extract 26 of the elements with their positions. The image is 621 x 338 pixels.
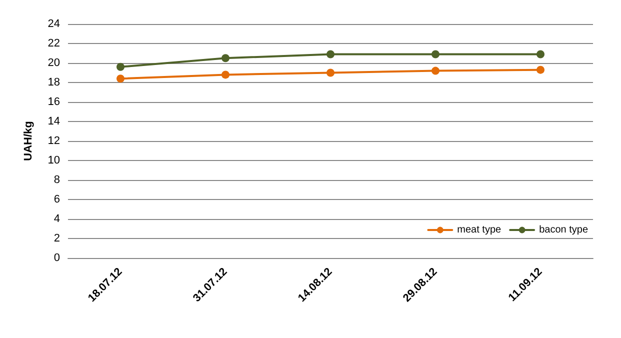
y-tick-label: 14	[48, 116, 60, 128]
legend-label: bacon type	[539, 224, 588, 236]
y-tick-label: 8	[54, 174, 60, 186]
legend-label: meat type	[457, 224, 502, 236]
y-tick-label: 22	[48, 38, 60, 50]
y-tick-label: 12	[48, 135, 60, 147]
point	[116, 62, 124, 71]
y-tick-label: 20	[48, 57, 60, 69]
y-tick-label: 16	[48, 96, 60, 108]
point	[116, 74, 124, 83]
point	[536, 66, 544, 74]
y-tick-label: 6	[54, 194, 60, 206]
y-tick-label: 24	[48, 18, 60, 30]
point	[326, 68, 334, 77]
y-tick-label: 0	[54, 252, 60, 264]
point	[432, 66, 440, 75]
point	[222, 70, 230, 79]
y-tick-label: 10	[48, 154, 60, 166]
point	[432, 50, 440, 58]
y-tick-label: 18	[48, 76, 60, 88]
point	[326, 50, 334, 58]
y-tick-label: 2	[54, 232, 60, 244]
y-axis-title: UAH/kg	[22, 121, 34, 161]
point	[222, 54, 230, 62]
point	[536, 50, 544, 58]
y-tick-label: 4	[54, 213, 60, 225]
